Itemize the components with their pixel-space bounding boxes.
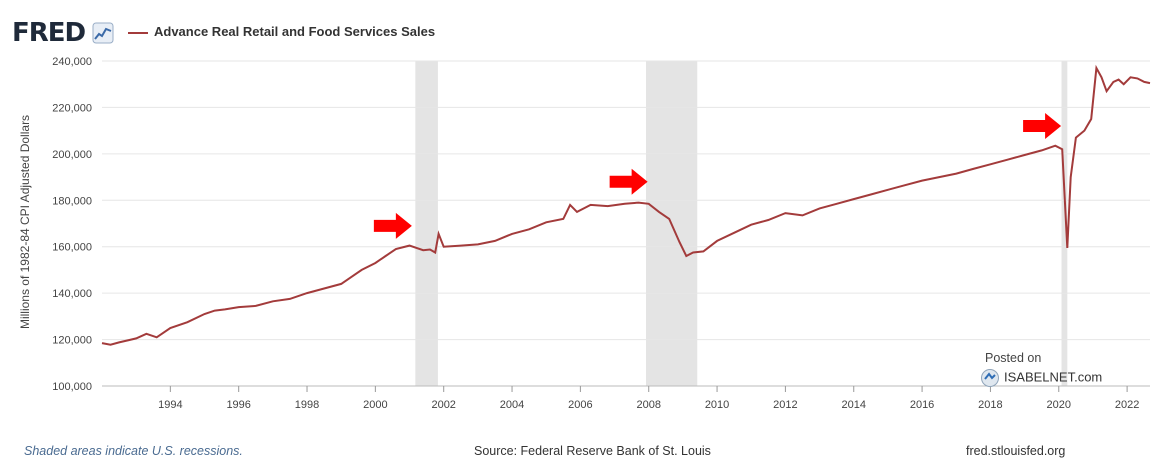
- legend[interactable]: Advance Real Retail and Food Services Sa…: [128, 24, 435, 39]
- y-tick-label: 220,000: [52, 102, 92, 114]
- x-tick-label: 1998: [295, 399, 319, 411]
- x-tick-label: 2016: [910, 399, 934, 411]
- x-tick-label: 1996: [226, 399, 250, 411]
- y-axis-label: Millions of 1982-84 CPI Adjusted Dollars: [18, 115, 32, 329]
- y-axis-ticks: 100,000 120,000 140,000 160,000 180,000 200,0…: [52, 56, 92, 393]
- x-tick-label: 2006: [568, 399, 592, 411]
- header: FRED Advance Real Retail and Food Servic…: [10, 14, 1150, 48]
- red-arrow-2: [1023, 113, 1062, 139]
- x-tick-label: 2012: [773, 399, 797, 411]
- y-tick-label: 140,000: [52, 288, 92, 300]
- x-tick-label: 2010: [705, 399, 729, 411]
- source-text: Source: Federal Reserve Bank of St. Loui…: [474, 444, 711, 458]
- recession-note: Shaded areas indicate U.S. recessions.: [24, 444, 243, 458]
- posted-on-text: Posted on: [985, 351, 1042, 365]
- isabelnet-label: ISABELNET.com: [1004, 369, 1103, 385]
- recession-bands: [415, 61, 1068, 386]
- y-tick-label: 240,000: [52, 56, 92, 68]
- x-tick-label: 2014: [842, 399, 866, 411]
- chart-line-icon: [92, 22, 114, 44]
- legend-label: Advance Real Retail and Food Services Sa…: [154, 24, 436, 39]
- y-tick-label: 180,000: [52, 195, 92, 207]
- arrow-annotations: [373, 113, 1062, 239]
- x-tick-label: 2000: [363, 399, 387, 411]
- y-tick-label: 160,000: [52, 242, 92, 254]
- fred-logo[interactable]: FRED: [12, 18, 86, 48]
- x-tick-label: 2018: [978, 399, 1002, 411]
- y-tick-label: 200,000: [52, 149, 92, 161]
- x-tick-label: 2020: [1047, 399, 1071, 411]
- isabelnet-watermark: ISABELNET.com: [980, 368, 1102, 388]
- x-tick-label: 2004: [500, 399, 524, 411]
- globe-icon: [981, 369, 999, 387]
- y-tick-label: 120,000: [52, 335, 92, 347]
- site-link[interactable]: fred.stlouisfed.org: [966, 444, 1066, 458]
- x-tick-label: 2002: [431, 399, 455, 411]
- legend-swatch: [128, 31, 148, 34]
- y-tick-label: 100,000: [52, 381, 92, 393]
- red-arrow-0: [373, 212, 412, 239]
- red-arrow-1: [609, 168, 648, 195]
- x-tick-label: 2022: [1115, 399, 1139, 411]
- x-tick-label: 1994: [158, 399, 182, 411]
- recession-band-2: [1061, 61, 1068, 386]
- x-axis-ticks: 1994 1996 1998 2000 2002 2004 2006 2008 2010 2012…: [158, 386, 1139, 411]
- recession-band-0: [415, 61, 438, 386]
- series-line-retail-sales[interactable]: [101, 64, 1151, 346]
- grid-lines: [102, 60, 1150, 387]
- x-tick-label: 2008: [636, 399, 660, 411]
